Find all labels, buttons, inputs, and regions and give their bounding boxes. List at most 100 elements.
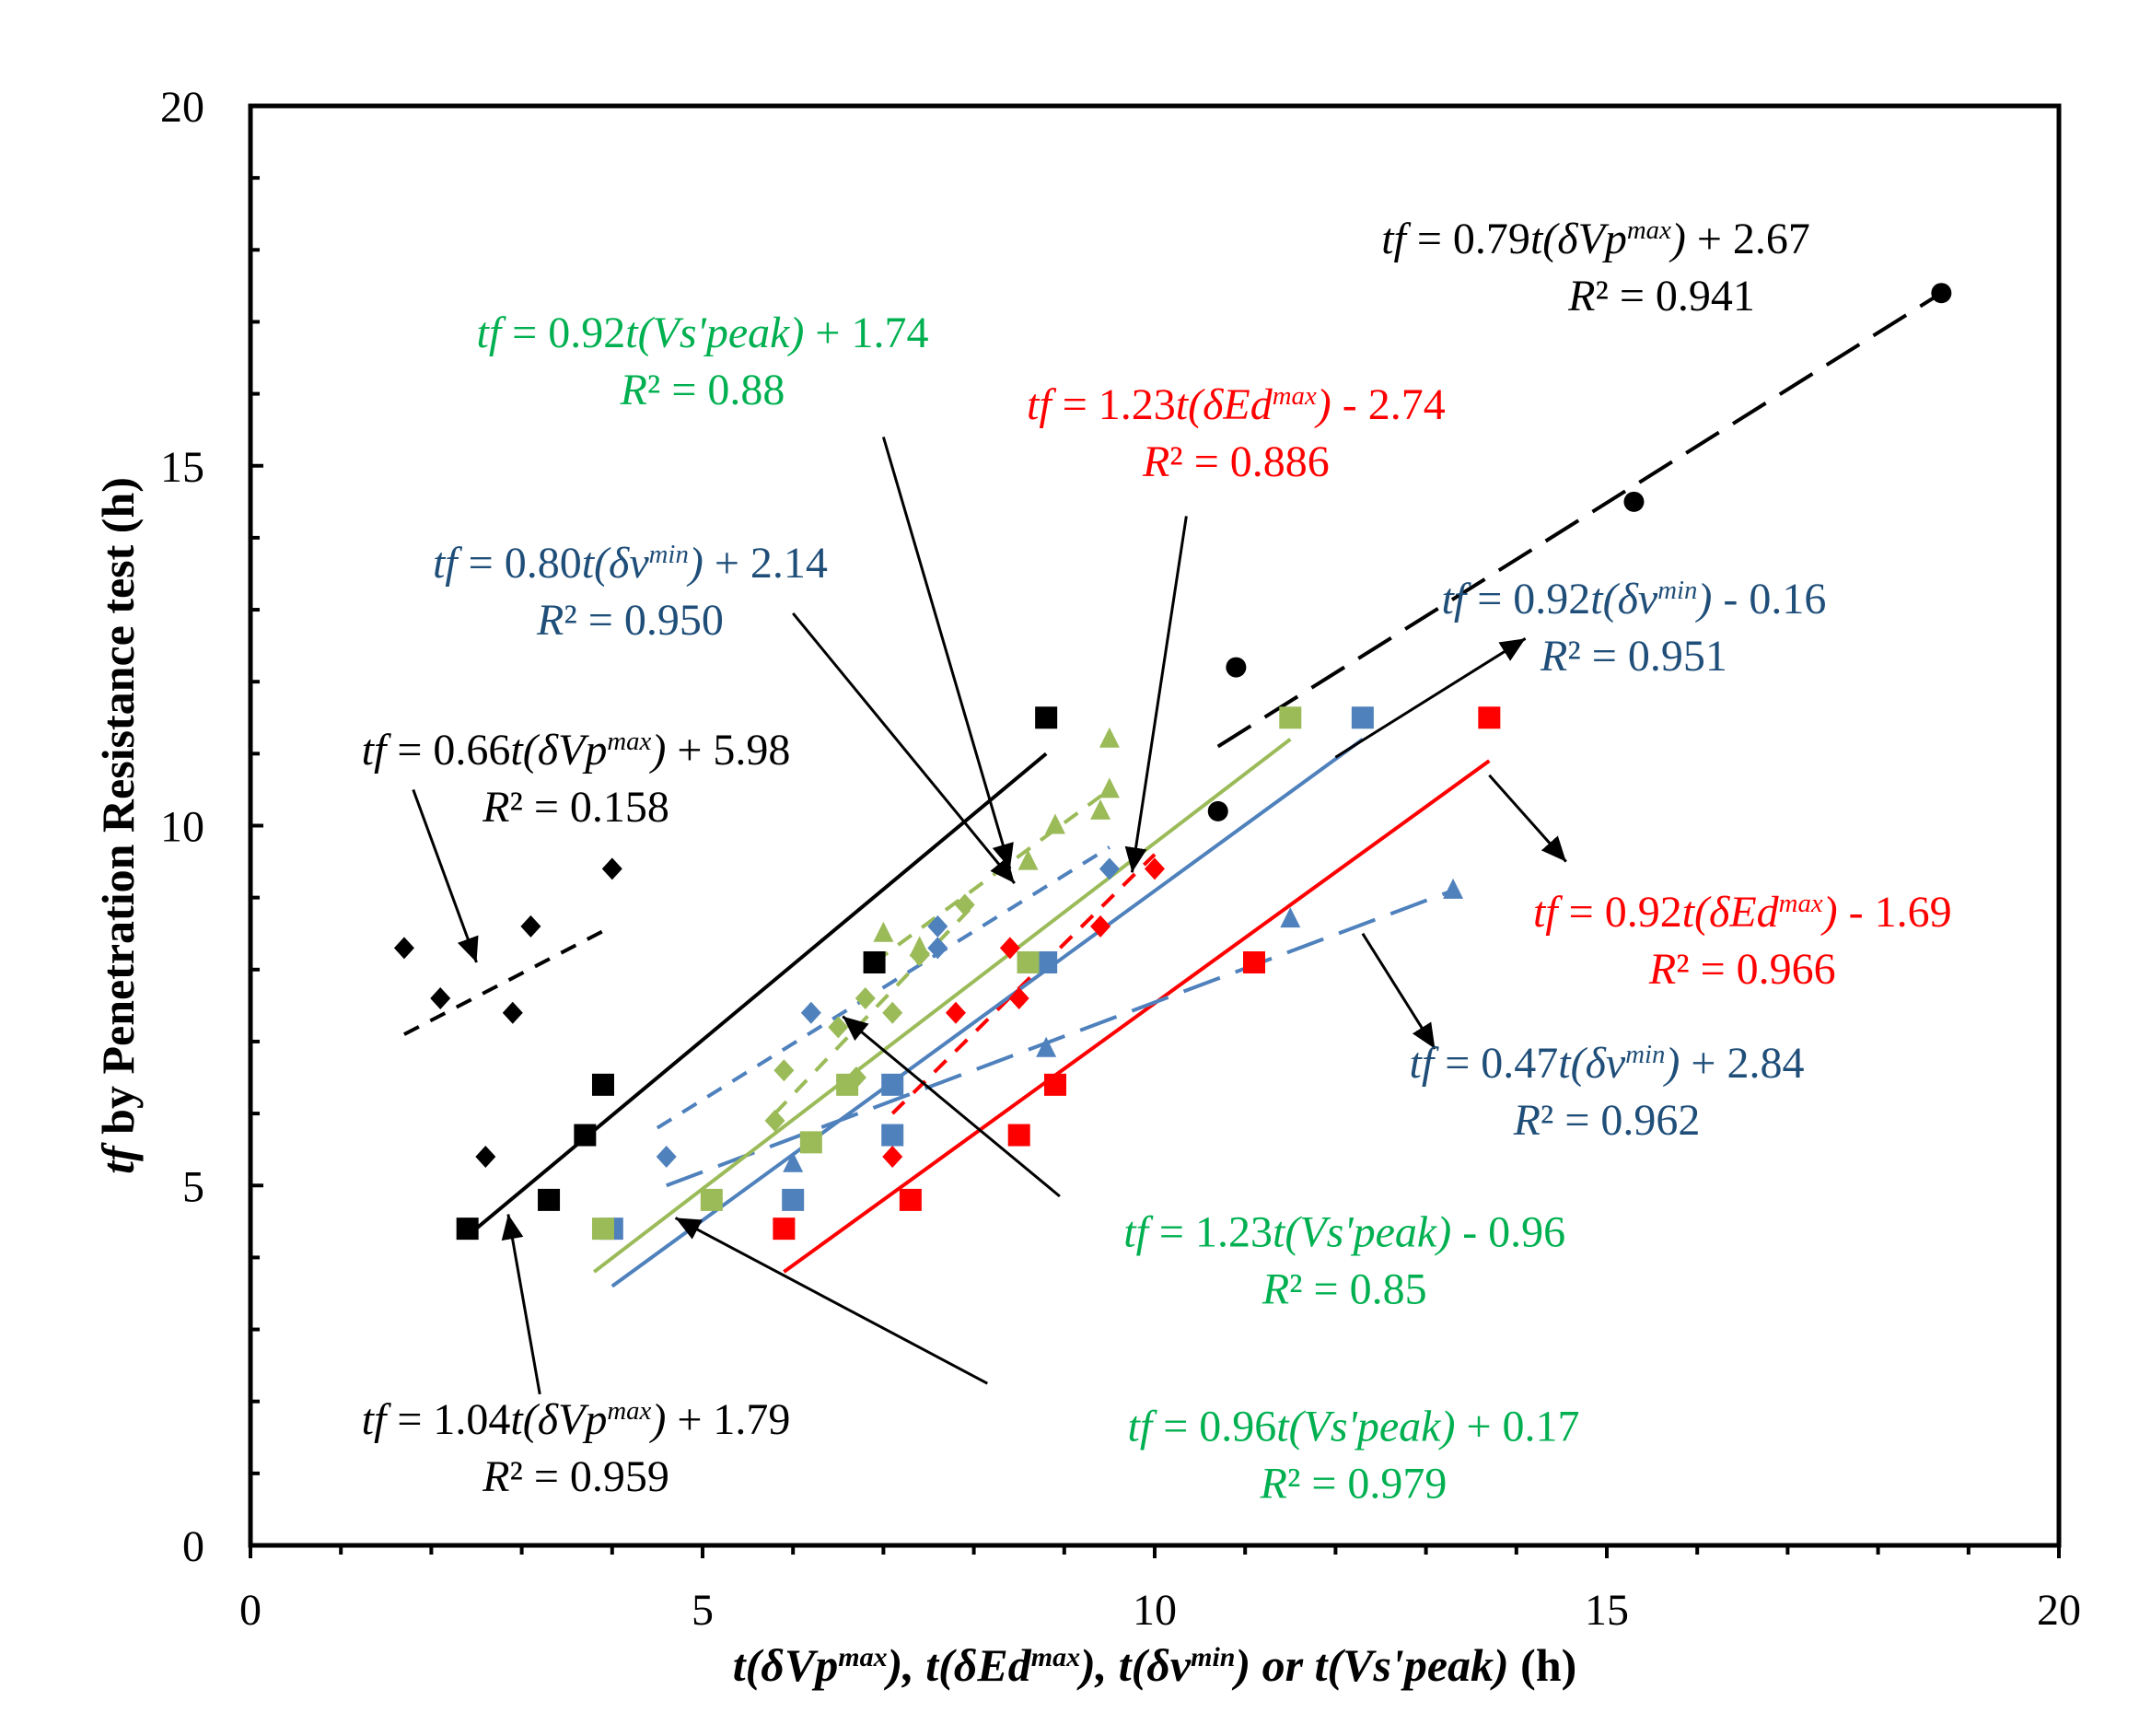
eq-red-diamonds-arrow bbox=[1124, 516, 1188, 873]
text-run: t(δVp bbox=[510, 1395, 607, 1444]
text-run: R bbox=[1262, 1265, 1289, 1314]
black-diamonds-point bbox=[520, 915, 541, 938]
green-squares-point bbox=[591, 1218, 614, 1241]
text-run: max bbox=[1031, 1642, 1080, 1672]
green-diamonds-point bbox=[764, 1109, 785, 1132]
red-square-fit bbox=[783, 759, 1491, 1274]
text-run: ), bbox=[884, 1639, 926, 1691]
black-squares-point bbox=[456, 1218, 479, 1241]
green-triangles-point bbox=[1017, 849, 1039, 870]
eq-blue-diamonds-line2: R² = 0.950 bbox=[536, 596, 724, 645]
text-run: t(δVp bbox=[733, 1639, 839, 1691]
text-run: + 2.67 bbox=[1686, 215, 1810, 263]
blue-diamonds-point bbox=[656, 1145, 677, 1168]
eq-blue-diamonds-arrow bbox=[792, 612, 1016, 884]
eq-blue-triangles-line1: tf = 0.47t(δvmin) + 2.84 bbox=[1410, 1039, 1805, 1088]
text-run: = 1.23 bbox=[1052, 380, 1176, 429]
blue-squares-point bbox=[1351, 706, 1374, 729]
text-run: R bbox=[1567, 272, 1595, 320]
black-diamonds-point bbox=[502, 1001, 523, 1024]
green-triangles-point bbox=[909, 936, 930, 957]
text-run: t(δVp bbox=[1530, 215, 1627, 263]
text-run: R bbox=[620, 366, 647, 414]
red-diamonds-point bbox=[1090, 915, 1111, 938]
black-squares-point bbox=[1035, 706, 1058, 729]
text-run: + 0.17 bbox=[1455, 1403, 1579, 1451]
text-run: + 1.79 bbox=[666, 1395, 790, 1444]
text-run: + 2.84 bbox=[1680, 1039, 1804, 1088]
x-tick-label: 5 bbox=[692, 1586, 714, 1635]
text-run: + 5.98 bbox=[666, 726, 790, 775]
text-run: ² = 0.966 bbox=[1676, 945, 1835, 994]
eq-red-diamonds-line1: tf = 1.23t(δEdmax) - 2.74 bbox=[1027, 380, 1446, 429]
eq-black-squares-arrow bbox=[501, 1214, 541, 1395]
green-squares-point bbox=[799, 1131, 822, 1154]
eq-black-squares-line1: tf = 1.04t(δVpmax) + 1.79 bbox=[362, 1395, 791, 1444]
text-run: t(δv bbox=[582, 539, 650, 588]
text-run: tf bbox=[92, 1142, 144, 1174]
x-axis-title: t(δVpmax), t(δEdmax), t(δvmin) or t(Vs'p… bbox=[733, 1639, 1577, 1691]
fit-lines-layer bbox=[403, 291, 1943, 1288]
blue-triangles-point bbox=[783, 1151, 804, 1172]
green-squares-point bbox=[1279, 706, 1302, 729]
text-run: t(Vs'peak) bbox=[625, 309, 804, 357]
blue-diamonds-point bbox=[927, 915, 948, 938]
blue-triangle-fit bbox=[666, 888, 1454, 1188]
text-run: max bbox=[607, 1396, 651, 1426]
red-diamonds-point bbox=[882, 1145, 903, 1168]
eq-black-diamonds-line1: tf = 0.66t(δVpmax) + 5.98 bbox=[362, 726, 791, 775]
text-run: max bbox=[607, 727, 651, 756]
green-triangles-point bbox=[1099, 727, 1120, 748]
x-tick-label: 10 bbox=[1133, 1586, 1177, 1635]
text-run: (h) bbox=[1509, 1639, 1577, 1691]
blue-triangles-point bbox=[1280, 907, 1301, 928]
text-run: t(δEd bbox=[1176, 380, 1273, 429]
text-run: max bbox=[1779, 889, 1823, 918]
eq-black-circles-line2: R² = 0.941 bbox=[1567, 272, 1755, 320]
green-triangle-fit bbox=[873, 787, 1111, 964]
green-diamonds-point bbox=[882, 1001, 903, 1024]
green-triangles-point bbox=[1090, 798, 1111, 820]
text-run: ) bbox=[1314, 380, 1331, 429]
text-run: ), bbox=[1076, 1639, 1119, 1691]
eq-blue-squares-arrow bbox=[1334, 637, 1527, 759]
eq-green-squares-line2: R² = 0.85 bbox=[1262, 1265, 1427, 1314]
text-run: min bbox=[1625, 1040, 1665, 1069]
text-run: = 0.96 bbox=[1152, 1403, 1276, 1451]
eq-green-triangles-line2: R² = 0.88 bbox=[620, 366, 785, 414]
text-run: = 0.79 bbox=[1406, 215, 1530, 263]
y-tick-label: 20 bbox=[160, 83, 204, 132]
red-diamonds-point bbox=[999, 937, 1020, 960]
text-run: ) bbox=[648, 1395, 666, 1444]
black-circles-point bbox=[1623, 491, 1645, 512]
text-run: t(δEd bbox=[925, 1639, 1032, 1691]
text-run: min bbox=[649, 540, 689, 569]
blue-diamonds-point bbox=[1099, 857, 1120, 880]
text-run: = 0.92 bbox=[1558, 888, 1682, 937]
text-run: - 1.69 bbox=[1838, 888, 1952, 937]
black-diamonds-point bbox=[430, 987, 451, 1010]
green-diamonds-point bbox=[773, 1059, 795, 1082]
text-run: R bbox=[1540, 632, 1567, 681]
annotation-arrows-layer bbox=[412, 437, 1567, 1395]
green-triangles-point bbox=[1044, 813, 1065, 834]
eq-blue-squares-line2: R² = 0.951 bbox=[1540, 632, 1727, 681]
red-squares-point bbox=[773, 1218, 796, 1241]
text-run: - 0.16 bbox=[1712, 575, 1826, 623]
text-run: ² = 0.951 bbox=[1567, 632, 1727, 681]
text-run: by Penetration Resistance test (h) bbox=[92, 477, 144, 1146]
text-run: ) bbox=[1662, 1039, 1680, 1088]
blue-diamond-fit bbox=[656, 845, 1110, 1130]
eq-green-diamonds-arrow bbox=[674, 1217, 989, 1385]
text-run: = 1.04 bbox=[386, 1395, 510, 1444]
x-tick-label: 20 bbox=[2037, 1586, 2081, 1635]
text-run: t(δEd bbox=[1682, 888, 1780, 937]
black-circle-fit bbox=[1216, 291, 1943, 749]
blue-square-fit bbox=[610, 738, 1365, 1288]
blue-squares-point bbox=[881, 1073, 904, 1096]
eq-blue-triangles-line2: R² = 0.962 bbox=[1513, 1096, 1701, 1145]
black-diamonds-point bbox=[475, 1145, 496, 1168]
eq-green-triangles-line1: tf = 0.92t(Vs'peak) + 1.74 bbox=[476, 309, 928, 357]
